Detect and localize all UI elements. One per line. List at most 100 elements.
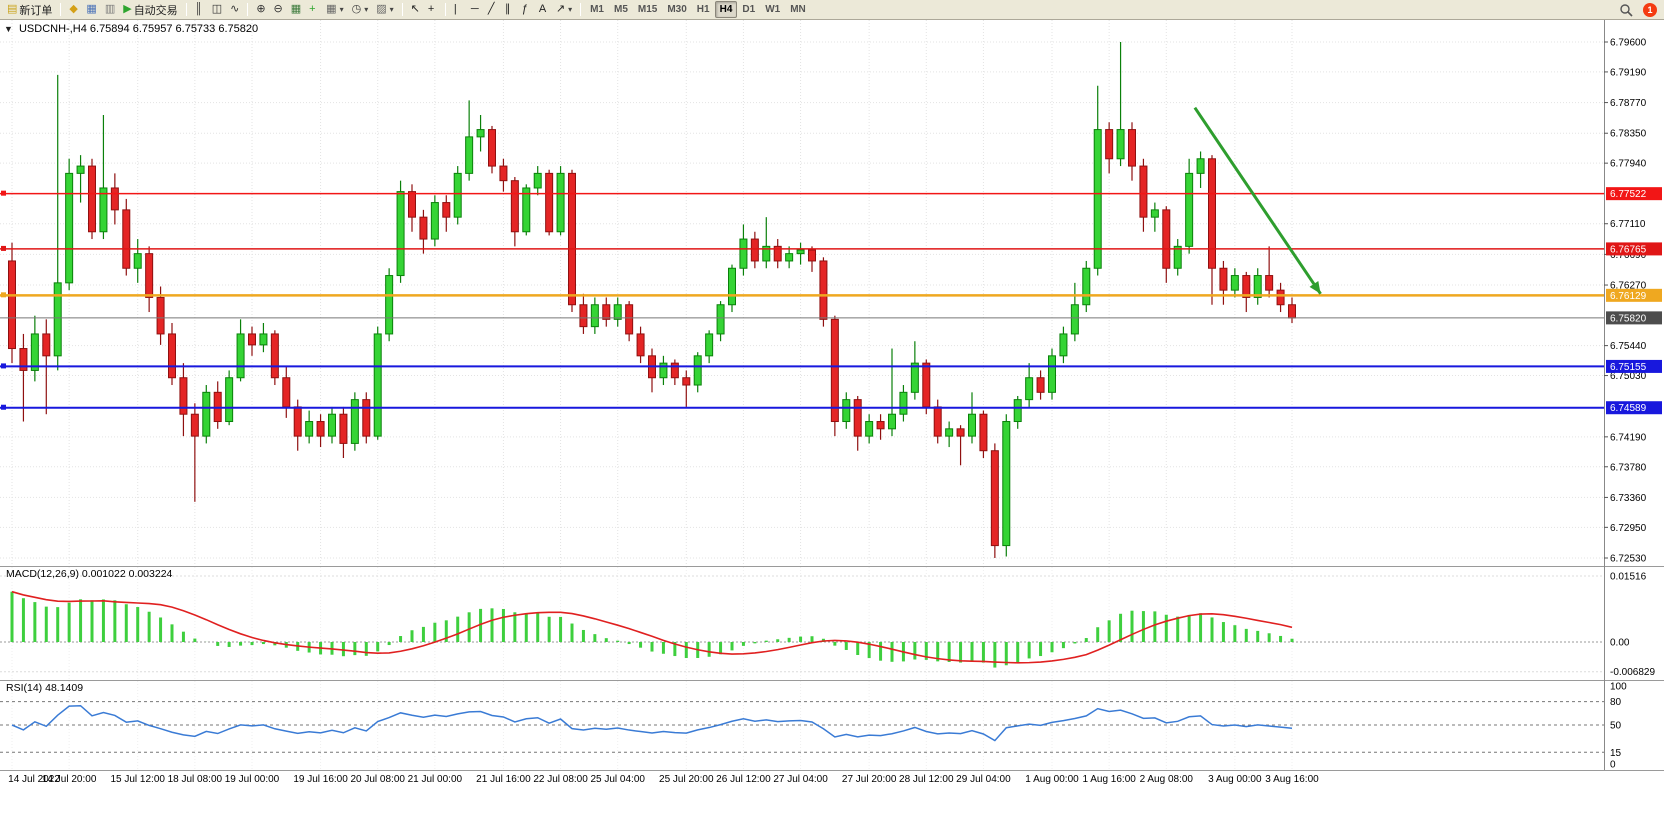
svg-text:6.77110: 6.77110 xyxy=(1610,219,1646,230)
price-badge xyxy=(1606,311,1662,325)
zoom-out-button[interactable]: ⊖ xyxy=(270,1,287,18)
arrows-dropdown-arrow-icon[interactable]: ▾ xyxy=(568,5,573,14)
auto-trading-button-label: 自动交易 xyxy=(133,4,178,17)
hline-anchor-icon xyxy=(1,292,6,298)
timeframe-m1[interactable]: M1 xyxy=(585,1,609,18)
fibonacci-button[interactable]: ƒ xyxy=(518,1,535,18)
tile-windows-button-icon: ▦ xyxy=(290,3,302,15)
time-axis-label: 27 Jul 20:00 xyxy=(841,774,897,785)
zoom-in-button[interactable]: ⊕ xyxy=(252,1,269,18)
trend-arrow[interactable] xyxy=(1193,106,1322,295)
svg-text:6.74190: 6.74190 xyxy=(1610,432,1647,443)
svg-text:6.79190: 6.79190 xyxy=(1610,67,1647,78)
rsi-value: 48.1409 xyxy=(45,682,84,694)
new-chart-dropdown-icon: ▦ xyxy=(326,3,337,15)
templates-dropdown[interactable]: ▨ ▾ xyxy=(372,1,397,18)
time-axis-label: 25 Jul 20:00 xyxy=(659,774,714,785)
svg-text:-0.006829: -0.006829 xyxy=(1610,667,1655,678)
arrows-dropdown[interactable]: ↗ ▾ xyxy=(552,1,576,18)
channel-button[interactable]: ∥ xyxy=(501,1,518,18)
bottom-strip xyxy=(0,790,1664,840)
timeframe-d1-label: D1 xyxy=(742,4,756,15)
quick-launch-button[interactable]: ◆ xyxy=(65,1,82,18)
timeframe-mn-label: MN xyxy=(790,4,806,15)
new-order-button[interactable]: ▤ 新订单 xyxy=(3,1,56,18)
price-chart[interactable]: 6.79600 6.79190 6.78770 6.78350 6.77940 6.771… xyxy=(0,20,1664,566)
svg-text:6.72530: 6.72530 xyxy=(1610,554,1647,565)
periods-dropdown-icon: ◷ xyxy=(351,3,362,15)
timeframe-m30-label: M30 xyxy=(667,4,687,15)
timeframe-m15[interactable]: M15 xyxy=(633,1,662,18)
auto-trading-button[interactable]: ▶ 自动交易 xyxy=(119,1,181,18)
cursor-button[interactable]: ↖ xyxy=(407,1,424,18)
timeframe-h1[interactable]: H1 xyxy=(692,1,715,18)
time-axis-label: 21 Jul 16:00 xyxy=(476,774,531,785)
price-badge xyxy=(1606,242,1662,256)
toolbar-separator xyxy=(401,3,403,16)
time-axis-label: 21 Jul 00:00 xyxy=(407,774,463,785)
svg-text:6.75155: 6.75155 xyxy=(1610,362,1647,373)
vertical-line-button-icon: | xyxy=(453,3,457,15)
price-badge xyxy=(1606,288,1662,302)
time-axis-label: 26 Jul 12:00 xyxy=(716,774,771,785)
trend-arrow-head-icon xyxy=(1309,280,1321,294)
trendline-button-icon: ╱ xyxy=(487,3,495,15)
macd-panel: MACD(12,26,9) 0.001022 0.003224 0.01516 0… xyxy=(0,566,1664,680)
svg-text:0.00: 0.00 xyxy=(1610,638,1630,649)
svg-text:80: 80 xyxy=(1610,697,1622,708)
tile-windows-button[interactable]: ▦ xyxy=(287,1,305,18)
timeframe-m1-label: M1 xyxy=(590,4,604,15)
svg-text:100: 100 xyxy=(1610,682,1627,693)
charts-window-button[interactable]: ▦ xyxy=(82,1,100,18)
trendline-button[interactable]: ╱ xyxy=(484,1,501,18)
periods-dropdown[interactable]: ◷ ▾ xyxy=(348,1,373,18)
charts-window-button-icon: ▦ xyxy=(86,3,97,15)
market-watch-button[interactable]: ▥ xyxy=(101,1,119,18)
bar-chart-button[interactable]: ║ xyxy=(191,1,208,18)
grid-layer xyxy=(0,20,1604,566)
timeframe-h4-label: H4 xyxy=(719,4,733,15)
time-axis-label: 27 Jul 04:00 xyxy=(773,774,828,785)
rsi-axis: 100 80 50 150 xyxy=(1610,682,1627,771)
price-badge xyxy=(1606,359,1662,373)
notification-badge[interactable]: 1 xyxy=(1643,2,1657,17)
svg-text:50: 50 xyxy=(1610,721,1622,732)
line-chart-button[interactable]: ∿ xyxy=(226,1,243,18)
new-chart-dropdown[interactable]: ▦ ▾ xyxy=(322,1,347,18)
time-axis[interactable]: 14 Jul 2022 14 Jul 20:00 15 Jul 12:00 18 Ju… xyxy=(0,770,1664,790)
price-axis[interactable]: 6.79600 6.79190 6.78770 6.78350 6.77940 6.771… xyxy=(1604,38,1662,565)
horizontal-line-button[interactable]: ─ xyxy=(467,1,484,18)
timeframe-mn[interactable]: MN xyxy=(785,1,811,18)
timeframe-m5[interactable]: M5 xyxy=(609,1,633,18)
horizontal-line-button-icon: ─ xyxy=(470,3,479,15)
svg-text:6.78350: 6.78350 xyxy=(1610,129,1647,140)
crosshair-button[interactable]: + xyxy=(424,1,441,18)
candlestick-chart-button[interactable]: ◫ xyxy=(208,1,226,18)
templates-dropdown-arrow-icon[interactable]: ▾ xyxy=(389,5,394,14)
svg-text:6.75820: 6.75820 xyxy=(1610,313,1647,324)
svg-text:6.79600: 6.79600 xyxy=(1610,38,1647,49)
timeframe-w1[interactable]: W1 xyxy=(760,1,785,18)
ohlc-values: 6.75894 6.75957 6.75733 6.75820 xyxy=(89,23,259,35)
search-icon[interactable] xyxy=(1619,3,1633,17)
macd-chart[interactable]: 0.01516 0.00 -0.006829 xyxy=(0,566,1664,680)
svg-text:6.72950: 6.72950 xyxy=(1610,523,1647,534)
timeframe-m15-label: M15 xyxy=(637,4,658,15)
main-chart-panel: ▼ USDCNH-,H4 6.75894 6.75957 6.75733 6.7… xyxy=(0,20,1664,566)
svg-text:6.76129: 6.76129 xyxy=(1610,291,1647,302)
vertical-line-button[interactable]: | xyxy=(450,1,467,18)
text-button[interactable]: A xyxy=(535,1,552,18)
rsi-chart[interactable]: 100 80 50 150 xyxy=(0,680,1664,770)
timeframe-h4[interactable]: H4 xyxy=(714,1,738,18)
templates-dropdown-icon: ▨ xyxy=(376,3,387,15)
periods-dropdown-arrow-icon[interactable]: ▾ xyxy=(364,5,369,14)
symbol-period-label: USDCNH-,H4 xyxy=(18,23,87,35)
indicators-button[interactable]: + xyxy=(305,1,322,18)
timeframe-m30[interactable]: M30 xyxy=(662,1,691,18)
toolbar-separator xyxy=(580,3,582,16)
chart-dropdown-icon[interactable]: ▼ xyxy=(4,24,13,34)
svg-text:6.76270: 6.76270 xyxy=(1610,281,1647,292)
time-axis-label: 19 Jul 00:00 xyxy=(224,774,280,785)
timeframe-d1[interactable]: D1 xyxy=(737,1,760,18)
new-chart-dropdown-arrow-icon[interactable]: ▾ xyxy=(339,5,344,14)
